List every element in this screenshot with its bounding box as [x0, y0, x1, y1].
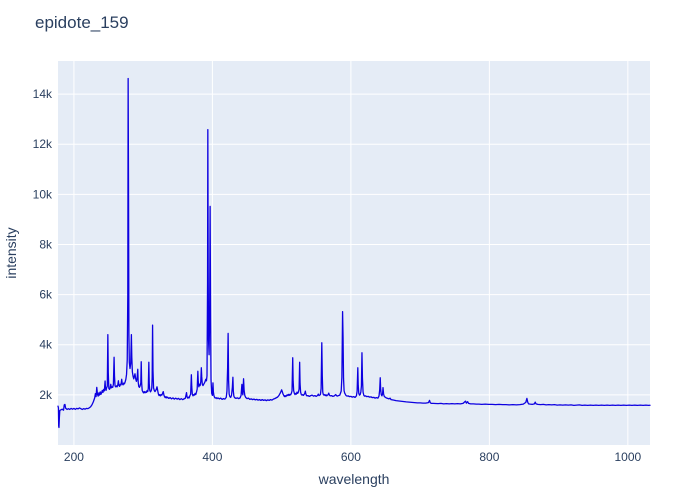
plot-area[interactable]: [58, 61, 650, 445]
x-tick-labels: 200 400 600 800 1000: [64, 450, 642, 464]
x-tick-label: 600: [341, 450, 361, 464]
x-tick-label: 400: [202, 450, 222, 464]
trace-group: [57, 77, 651, 429]
x-tick-label: 800: [479, 450, 499, 464]
y-tick-label: 12k: [33, 137, 53, 151]
gridlines: [58, 61, 650, 445]
y-tick-label: 2k: [39, 388, 53, 402]
y-tick-label: 6k: [39, 288, 53, 302]
x-tick-label: 1000: [614, 450, 641, 464]
y-tick-label: 14k: [33, 87, 53, 101]
chart-title: epidote_159: [35, 13, 129, 32]
x-tick-label: 200: [64, 450, 84, 464]
y-tick-label: 8k: [39, 237, 53, 251]
y-tick-label: 10k: [33, 187, 53, 201]
y-tick-label: 4k: [39, 338, 53, 352]
y-tick-labels: 2k 4k 6k 8k 10k 12k 14k: [33, 87, 53, 402]
spectrum-line[interactable]: [57, 77, 651, 429]
y-axis-title: intensity: [3, 227, 19, 278]
x-axis-title: wavelength: [318, 471, 390, 487]
